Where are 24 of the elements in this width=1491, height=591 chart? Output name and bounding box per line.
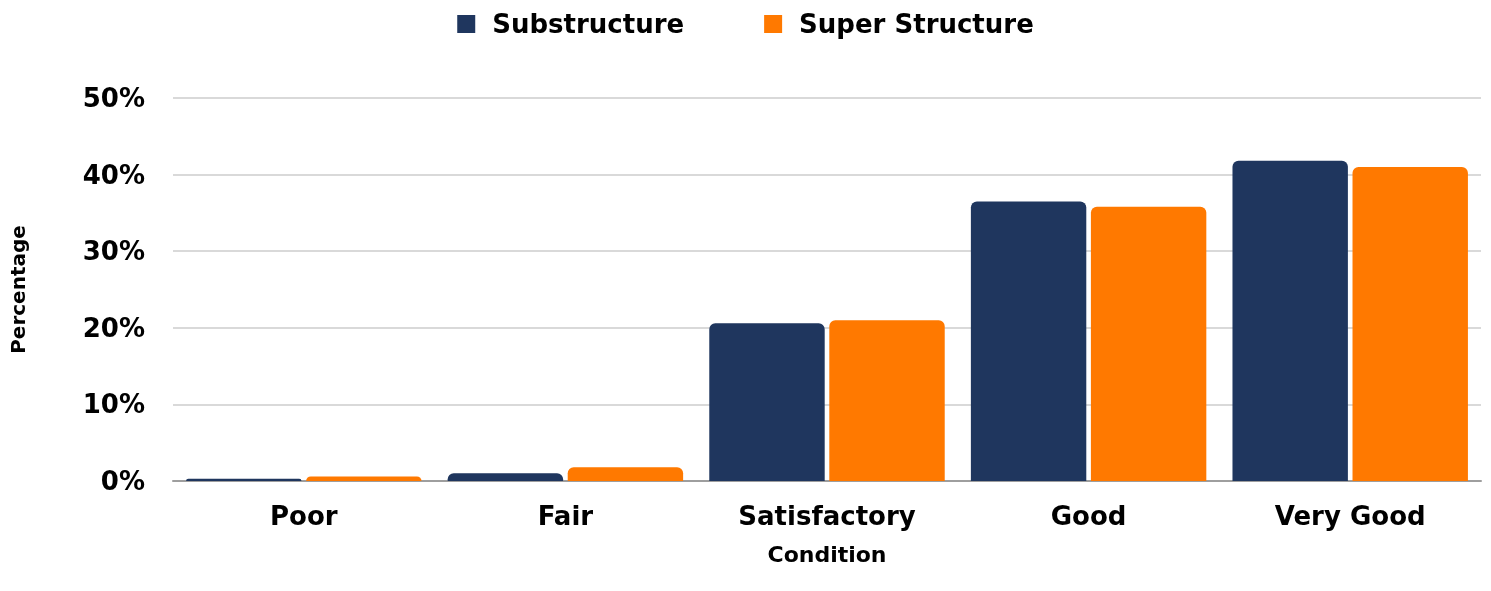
bar <box>1352 166 1468 481</box>
y-tick-label: 0% <box>100 466 145 496</box>
x-tick-label: Very Good <box>1274 501 1426 531</box>
y-tick-label: 50% <box>82 83 145 113</box>
bar <box>447 473 564 481</box>
legend-label: Super Structure <box>799 9 1034 39</box>
x-tick-label: Good <box>1050 501 1127 531</box>
bar <box>567 467 684 481</box>
x-tick-label: Satisfactory <box>738 501 916 531</box>
bar <box>306 476 422 481</box>
x-tick-label: Poor <box>270 501 338 531</box>
x-tick-label: Fair <box>537 501 594 531</box>
y-tick-label: 10% <box>82 389 145 420</box>
bar <box>829 320 945 481</box>
bar <box>709 323 825 481</box>
y-tick-label: 30% <box>82 236 145 267</box>
bar <box>1232 160 1348 481</box>
y-tick-label: 20% <box>82 312 145 343</box>
bar <box>1090 206 1207 481</box>
y-tick-label: 40% <box>82 159 145 190</box>
bar <box>970 201 1087 481</box>
y-axis-title: Percentage <box>6 225 30 354</box>
legend-label: Substructure <box>492 9 685 39</box>
x-axis-title: Condition <box>767 541 887 567</box>
